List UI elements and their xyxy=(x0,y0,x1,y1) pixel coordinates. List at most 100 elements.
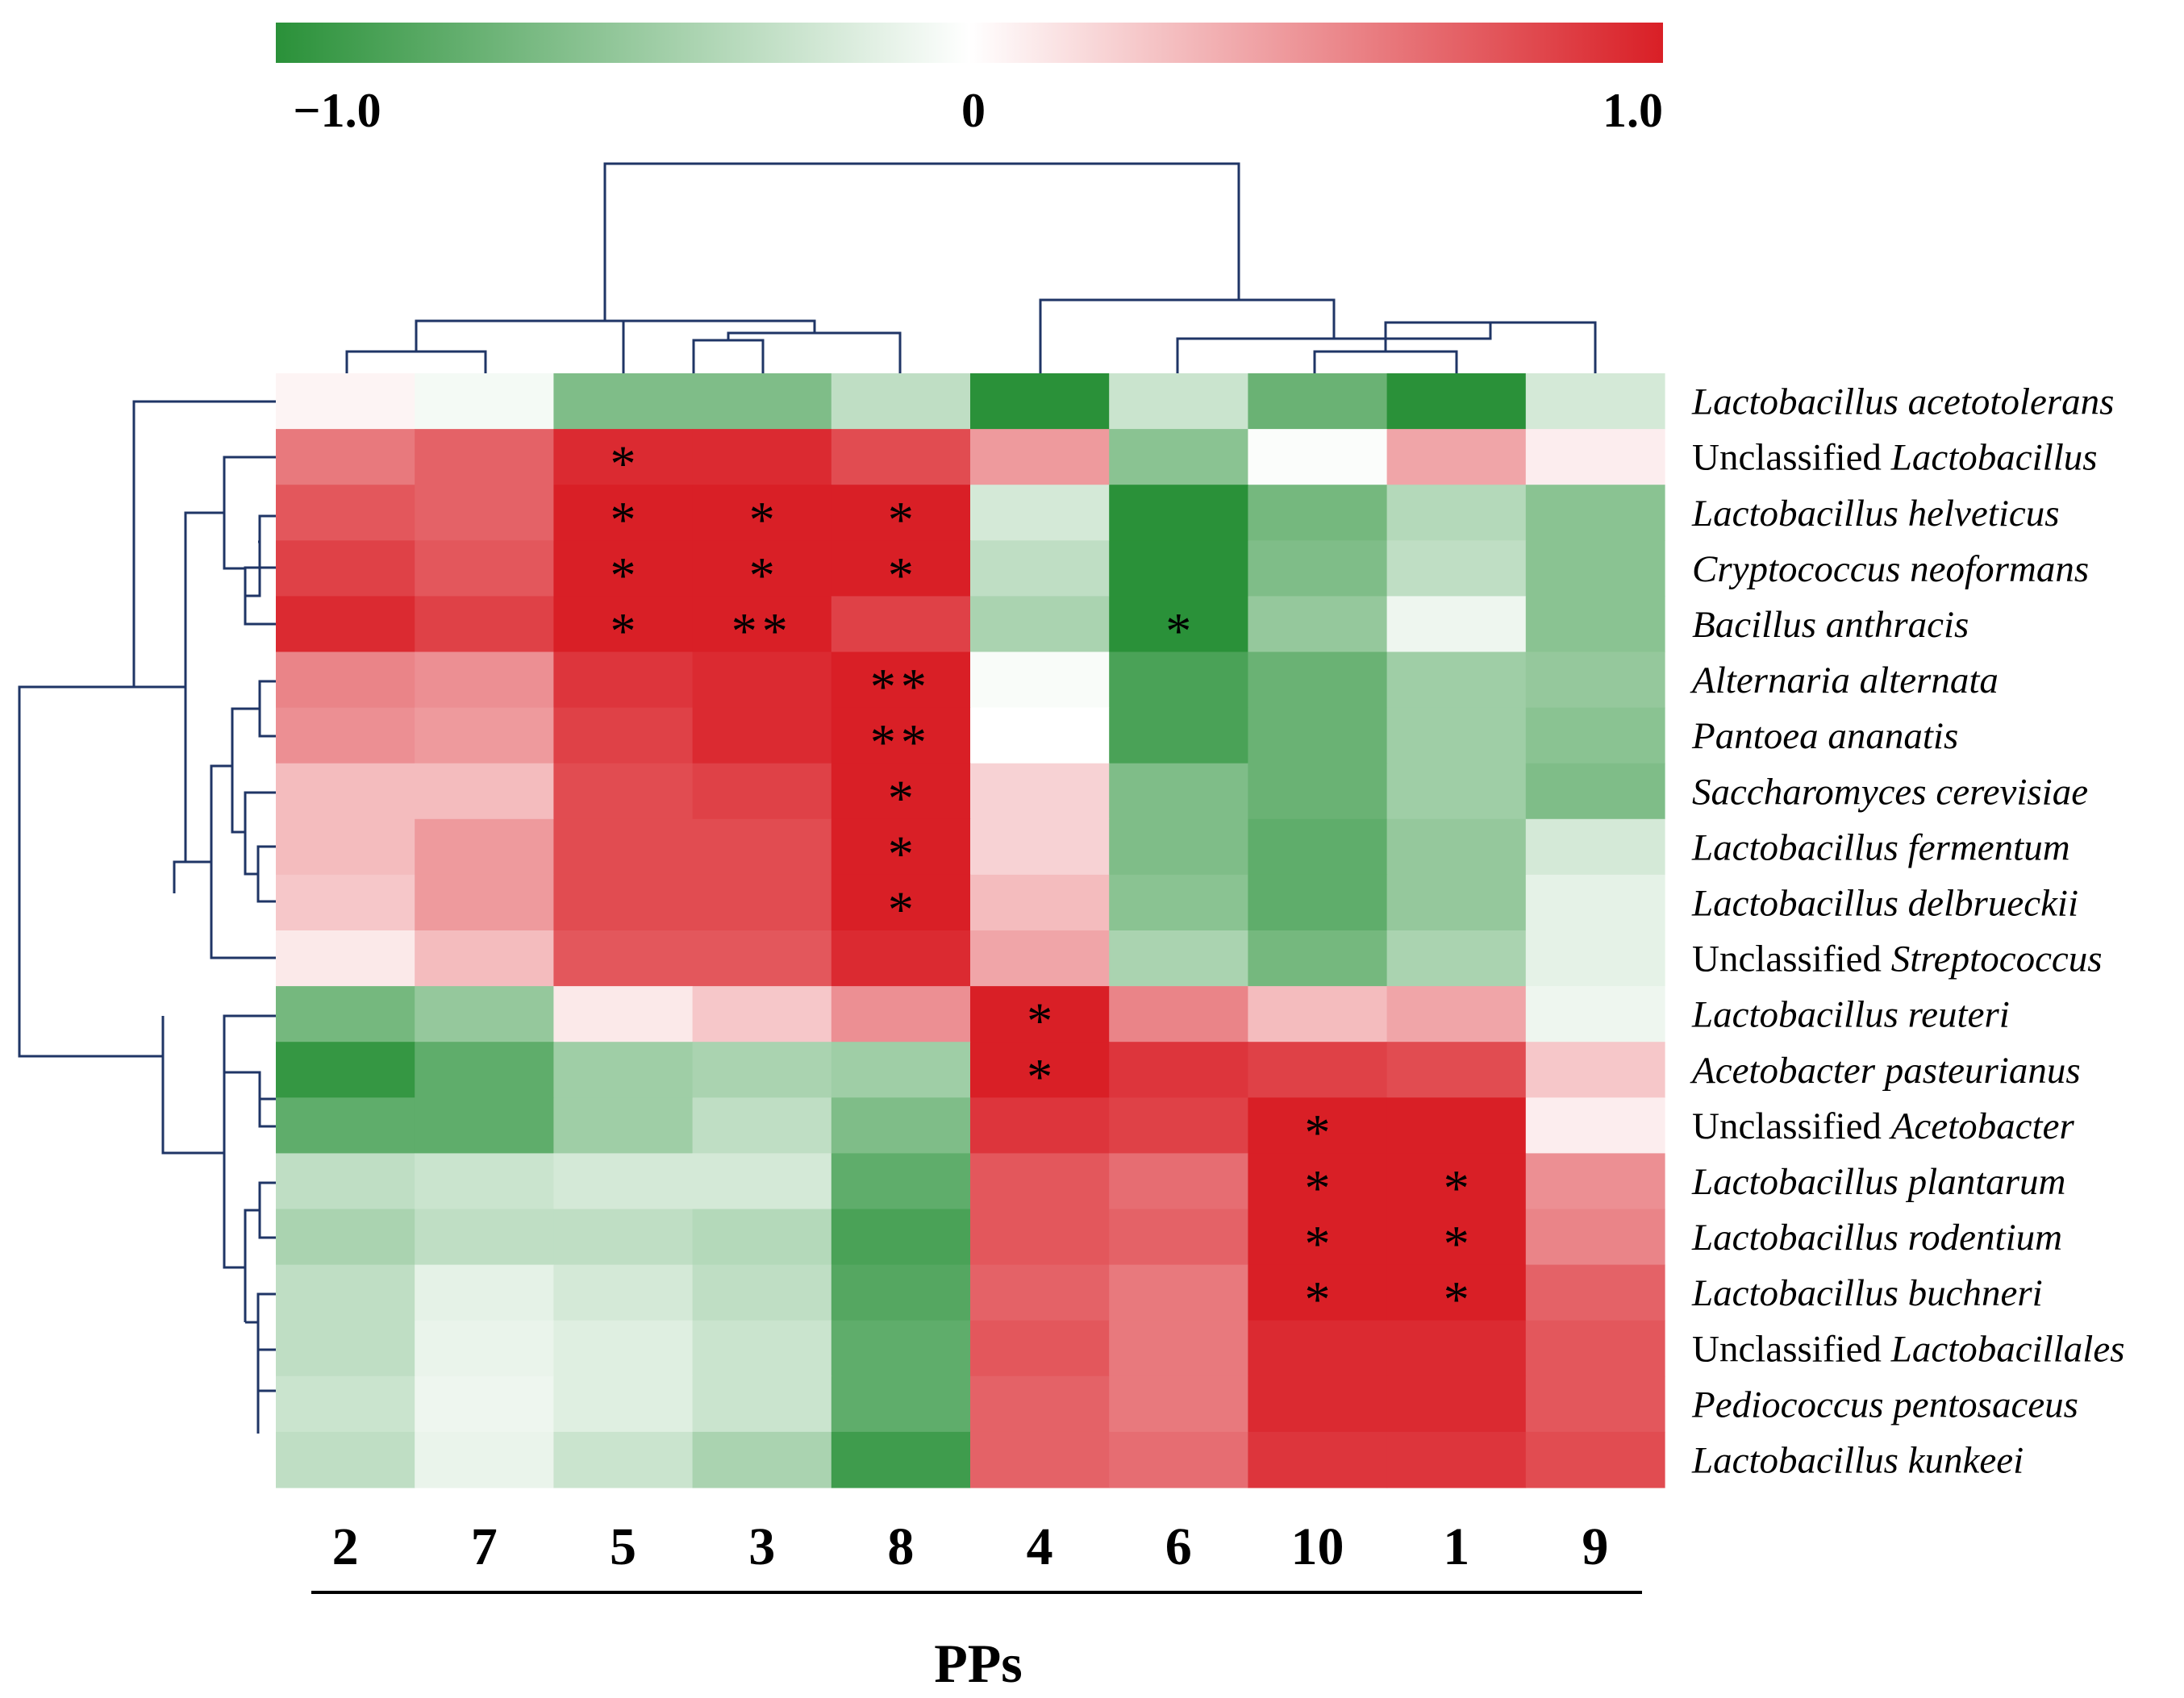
heatmap-cell xyxy=(276,651,415,709)
heatmap-cell xyxy=(553,874,694,931)
heatmap-cell xyxy=(415,429,554,485)
heatmap-cell xyxy=(692,874,832,931)
heatmap-cell xyxy=(970,373,1110,430)
significance-mark: ** xyxy=(870,658,932,715)
significance-mark: * xyxy=(1305,1159,1331,1217)
row-dendro-branch xyxy=(210,764,276,959)
heatmap-cell xyxy=(1386,1431,1527,1488)
row-label-taxon: Lactobacillus acetotolerans xyxy=(1691,381,2114,423)
heatmap-cell xyxy=(970,1375,1110,1433)
heatmap-cell xyxy=(970,1097,1110,1154)
heatmap-cell xyxy=(831,1042,971,1098)
heatmap-cell xyxy=(692,986,832,1043)
heatmap-cell xyxy=(553,651,694,709)
row-label: Lactobacillus plantarum xyxy=(1691,1161,2065,1203)
row-label-taxon: Lactobacillales xyxy=(1890,1328,2125,1370)
row-dendro-branch xyxy=(223,1014,276,1269)
heatmap-cell xyxy=(1525,874,1665,931)
heatmap-cell xyxy=(1109,818,1248,876)
significance-marks: ** * ** * ** ** ************ ** ** * xyxy=(611,435,1469,1329)
row-label: Saccharomyces cerevisiae xyxy=(1692,771,2088,813)
heatmap-cell xyxy=(1386,596,1527,653)
heatmap-cell xyxy=(415,1209,554,1266)
heatmap-cell xyxy=(970,596,1110,653)
heatmap-cell xyxy=(1109,986,1248,1043)
heatmap-cell xyxy=(415,1042,554,1098)
heatmap-cell xyxy=(1109,1320,1248,1377)
heatmap-cell xyxy=(1109,1097,1248,1154)
colorbar-mid-label: 0 xyxy=(961,84,986,137)
heatmap-cell xyxy=(831,818,971,876)
heatmap-cell xyxy=(831,1153,971,1210)
row-label-taxon: Lactobacillus rodentium xyxy=(1691,1217,2062,1259)
heatmap-cell xyxy=(692,1264,832,1321)
heatmap-cell xyxy=(692,1431,832,1488)
heatmap-cell xyxy=(1525,1042,1665,1098)
heatmap-cell xyxy=(1386,930,1527,987)
heatmap-cell xyxy=(276,707,415,764)
heatmap-cell xyxy=(1525,485,1665,541)
heatmap-cell xyxy=(553,818,694,876)
heatmap-cell xyxy=(553,1431,694,1488)
heatmap-cell xyxy=(553,485,694,541)
row-label-taxon: Acetobacter pasteurianus xyxy=(1690,1050,2081,1092)
significance-mark: * xyxy=(1027,1048,1052,1105)
heatmap-cell xyxy=(1386,1209,1527,1266)
significance-mark: * xyxy=(1305,1104,1331,1161)
heatmap-cell xyxy=(276,373,415,430)
col-dendro-branch xyxy=(415,319,719,352)
heatmap-cell xyxy=(1525,540,1665,597)
heatmap-cell xyxy=(1248,930,1388,987)
heatmap-cell xyxy=(1248,763,1388,820)
heatmap-cell xyxy=(553,540,694,597)
heatmap-cell xyxy=(970,1042,1110,1098)
x-axis-label: PPs xyxy=(934,1633,1023,1694)
row-label-taxon: Lactobacillus helveticus xyxy=(1691,493,2060,535)
heatmap-cell xyxy=(1109,930,1248,987)
heatmap-cell xyxy=(1109,540,1248,597)
row-dendro-branch xyxy=(244,1209,260,1322)
heatmap-cell xyxy=(415,874,554,931)
significance-mark: * xyxy=(611,491,636,548)
significance-mark: * xyxy=(1444,1159,1469,1217)
heatmap-cell xyxy=(415,651,554,709)
heatmap-cell xyxy=(692,373,832,430)
column-tick-label: 8 xyxy=(887,1517,914,1576)
row-label-taxon: Pantoea ananatis xyxy=(1691,715,1958,757)
heatmap-cell xyxy=(1248,1431,1388,1488)
heatmap-cell xyxy=(1386,1375,1527,1433)
row-label-taxon: Lactobacillus delbrueckii xyxy=(1691,882,2078,924)
heatmap-cell xyxy=(1386,818,1527,876)
row-label-taxon: Alternaria alternata xyxy=(1690,660,1999,701)
heatmap-cell xyxy=(970,651,1110,709)
heatmap-cell xyxy=(1525,1097,1665,1154)
heatmap-cell xyxy=(1525,707,1665,764)
column-tick-label: 10 xyxy=(1291,1517,1344,1576)
heatmap-cell xyxy=(831,429,971,485)
heatmap-cell xyxy=(276,485,415,541)
heatmap-cell xyxy=(276,429,415,485)
heatmap-cell xyxy=(1248,707,1388,764)
heatmap-cell xyxy=(970,874,1110,931)
row-label: Lactobacillus delbrueckii xyxy=(1691,882,2078,924)
heatmap-cell xyxy=(1525,1153,1665,1210)
heatmap-cell xyxy=(276,1042,415,1098)
heatmap-cell xyxy=(1386,540,1527,597)
heatmap-cell xyxy=(1248,429,1388,485)
heatmap-cell xyxy=(1525,1375,1665,1433)
heatmap-cell xyxy=(970,1209,1110,1266)
column-tick-label: 9 xyxy=(1582,1517,1608,1576)
row-label-prefix: Unclassified xyxy=(1692,1328,1891,1370)
heatmap-cell xyxy=(692,429,832,485)
significance-mark: * xyxy=(611,435,636,493)
heatmap-cell xyxy=(1109,596,1248,653)
column-tick-labels: 2 7 5 3 8 4 6 10 1 9 xyxy=(332,1517,1609,1576)
row-dendro-branch xyxy=(245,514,276,597)
heatmap-cell xyxy=(1525,651,1665,709)
heatmap-cell xyxy=(1386,1042,1527,1098)
heatmap-cell xyxy=(1109,1042,1248,1098)
row-label: Lactobacillus acetotolerans xyxy=(1691,381,2114,423)
row-label: Unclassified Lactobacillales xyxy=(1692,1328,2125,1370)
heatmap-cell xyxy=(831,763,971,820)
